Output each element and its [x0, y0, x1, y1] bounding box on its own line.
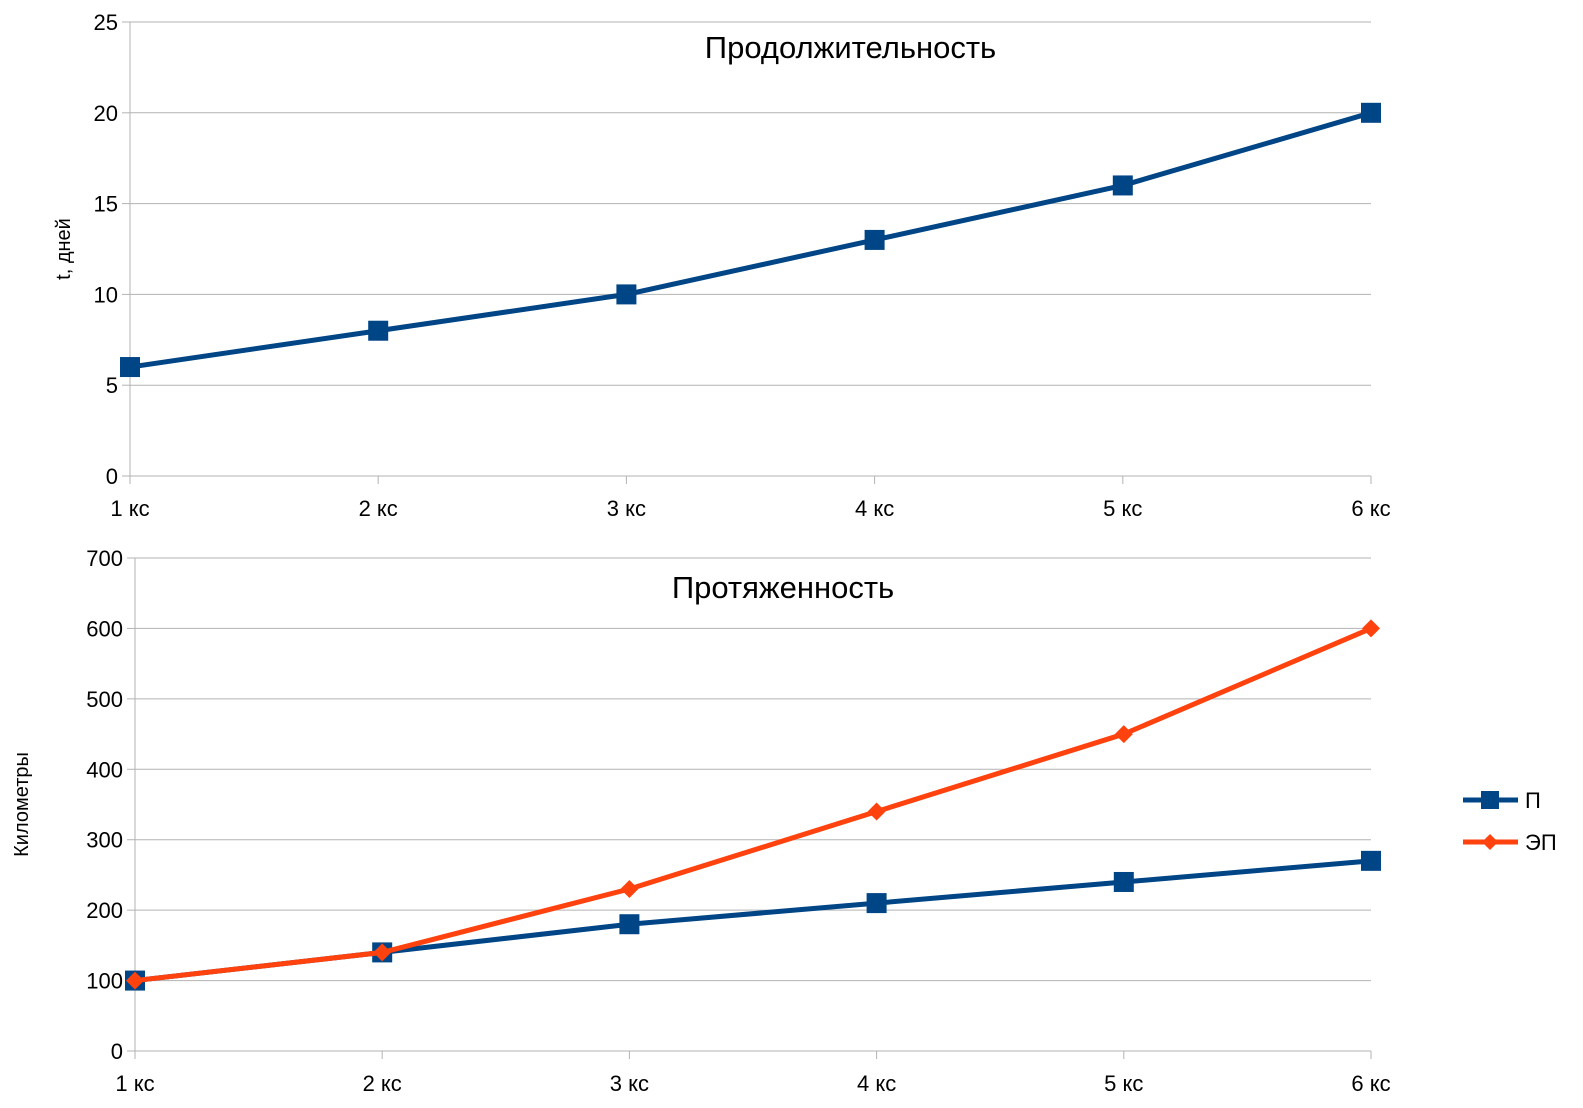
y-tick-label: 15 [94, 192, 118, 217]
x-tick-label: 4 кс [855, 496, 894, 521]
data-point [120, 357, 140, 378]
y-tick-label: 600 [86, 616, 123, 641]
y-tick-label: 500 [86, 687, 123, 712]
chart-title: Продолжительность [705, 30, 996, 65]
y-tick-label: 0 [111, 1039, 123, 1064]
data-point [368, 320, 389, 341]
data-point [1361, 102, 1381, 123]
x-tick-label: 5 кс [1103, 496, 1142, 521]
y-tick-label: 300 [86, 828, 123, 853]
y-tick-label: 700 [86, 546, 123, 571]
y-axis-title: t, дней [53, 218, 75, 280]
data-point [864, 229, 885, 250]
x-tick-label: 1 кс [110, 496, 149, 521]
data-point [616, 284, 637, 305]
data-point [1112, 175, 1133, 196]
x-tick-label: 3 кс [610, 1071, 649, 1096]
x-tick-label: 5 кс [1104, 1071, 1143, 1096]
legend-marker [1481, 791, 1499, 809]
legend-marker [1482, 834, 1498, 850]
chart-title: Протяженность [672, 570, 894, 605]
y-tick-label: 200 [86, 898, 123, 923]
series-line [134, 858, 1372, 984]
y-tick-label: 20 [94, 101, 118, 126]
x-tick-label: 6 кс [1351, 496, 1390, 521]
x-tick-label: 3 кс [607, 496, 646, 521]
data-point [1361, 850, 1381, 871]
data-point [1114, 725, 1133, 744]
data-point [1113, 871, 1134, 892]
y-tick-label: 400 [86, 757, 123, 782]
data-point [620, 880, 639, 899]
y-tick-label: 25 [94, 10, 118, 35]
x-tick-label: 1 кс [115, 1071, 154, 1096]
y-axis-title: Километры [11, 752, 33, 857]
y-tick-label: 5 [106, 373, 118, 398]
series-line [129, 110, 1372, 370]
x-tick-label: 4 кс [857, 1071, 896, 1096]
legend-label: П [1525, 788, 1541, 813]
y-tick-label: 100 [86, 969, 123, 994]
x-tick-label: 6 кс [1351, 1071, 1390, 1096]
data-point [867, 802, 886, 821]
data-point [126, 971, 144, 990]
data-point [619, 914, 640, 935]
legend-label: ЭП [1525, 830, 1557, 855]
data-point [373, 943, 392, 962]
series-line [134, 626, 1372, 984]
data-point [866, 893, 887, 914]
data-point [1362, 619, 1380, 638]
y-tick-label: 10 [94, 282, 118, 307]
duration-chart: 0 5 10 15 20 25 1 кс 2 кс 3 кс 4 кс 5 кс 6 кс Продол… [53, 10, 1391, 521]
y-tick-label: 0 [106, 464, 118, 489]
x-tick-label: 2 кс [359, 496, 398, 521]
x-tick-label: 2 кс [363, 1071, 402, 1096]
length-chart: 0 100 200 300 400 500 600 700 1 кс 2 кс 3 кс 4 кс 5 … [11, 546, 1557, 1096]
